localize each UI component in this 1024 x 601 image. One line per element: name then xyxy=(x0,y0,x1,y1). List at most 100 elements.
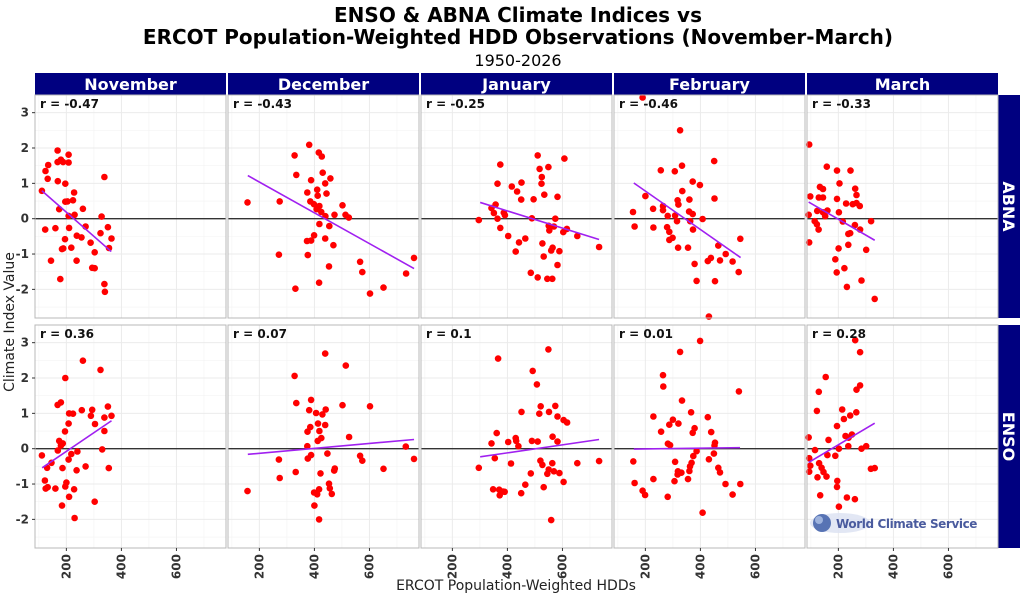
data-point xyxy=(853,191,860,199)
data-point xyxy=(815,226,822,233)
data-point xyxy=(595,243,603,251)
data-point xyxy=(54,147,61,154)
globe-highlight xyxy=(815,516,823,524)
data-point xyxy=(73,467,80,474)
data-point xyxy=(851,185,859,192)
x-tick-label: 400 xyxy=(500,554,514,579)
data-point xyxy=(666,441,674,449)
data-point xyxy=(833,167,841,174)
data-point xyxy=(729,491,736,498)
data-point xyxy=(678,397,686,404)
data-point xyxy=(61,235,69,243)
data-point xyxy=(339,202,346,209)
data-point xyxy=(856,202,864,210)
logo-text: World Climate Service xyxy=(836,517,977,531)
data-point xyxy=(292,285,299,293)
panel-background xyxy=(228,95,419,318)
data-point xyxy=(58,502,66,509)
data-point xyxy=(321,235,329,242)
data-point xyxy=(711,277,719,285)
data-point xyxy=(529,367,536,375)
data-point xyxy=(675,201,682,208)
data-point xyxy=(664,493,671,501)
data-point xyxy=(711,442,718,449)
data-point xyxy=(660,383,667,390)
data-point xyxy=(554,413,561,420)
x-tick-label: 200 xyxy=(638,554,652,579)
data-point xyxy=(835,209,843,216)
data-point xyxy=(696,337,704,345)
data-point xyxy=(512,248,519,255)
data-point xyxy=(550,468,558,475)
data-point xyxy=(410,254,418,262)
data-point xyxy=(307,237,315,244)
data-point xyxy=(62,374,69,382)
data-point xyxy=(82,463,89,470)
data-point xyxy=(807,193,814,200)
data-point xyxy=(659,371,667,379)
data-point xyxy=(707,428,715,436)
data-point xyxy=(735,268,742,276)
y-tick-label: 1 xyxy=(21,176,29,190)
data-point xyxy=(549,275,556,283)
y-tick-label: -2 xyxy=(16,512,29,526)
regression-line xyxy=(633,446,741,450)
data-point xyxy=(501,488,509,496)
data-point xyxy=(494,215,501,222)
data-point xyxy=(561,155,568,162)
data-point xyxy=(545,346,552,353)
data-point xyxy=(554,193,561,201)
data-point xyxy=(815,388,823,396)
data-point xyxy=(813,407,821,415)
data-point xyxy=(560,478,567,486)
data-point xyxy=(539,240,546,247)
data-point xyxy=(475,216,483,224)
panel-border xyxy=(420,94,613,319)
data-point xyxy=(650,224,657,231)
data-point xyxy=(814,474,821,481)
data-point xyxy=(835,245,842,252)
data-point xyxy=(735,388,743,395)
data-point xyxy=(87,412,95,420)
data-point xyxy=(330,467,338,474)
data-point xyxy=(87,239,94,246)
data-point xyxy=(679,187,686,195)
data-point xyxy=(650,475,657,483)
data-point xyxy=(501,211,509,219)
correlation-label: r = -0.25 xyxy=(426,97,485,111)
regression-line xyxy=(247,438,415,456)
x-tick-label: 200 xyxy=(831,554,845,579)
data-point xyxy=(841,264,848,272)
data-point xyxy=(845,230,852,238)
panel-abna-december: r = -0.43 xyxy=(227,94,420,319)
data-point xyxy=(696,181,704,189)
data-point xyxy=(547,516,555,524)
panel-abna-november: r = -0.47 -2 -1 0 1 2 3 xyxy=(16,94,227,319)
data-point xyxy=(547,247,555,254)
data-point xyxy=(78,406,86,414)
x-tick-label: 200 xyxy=(252,554,266,579)
data-point xyxy=(722,250,729,258)
data-point xyxy=(560,228,567,236)
data-point xyxy=(805,211,812,219)
data-point xyxy=(669,416,677,424)
data-point xyxy=(545,163,552,171)
regression-line xyxy=(808,201,876,241)
data-point xyxy=(54,177,62,185)
data-point xyxy=(687,409,695,416)
data-point xyxy=(244,199,251,206)
data-point xyxy=(101,280,108,288)
y-tick-label: -1 xyxy=(16,247,29,261)
correlation-label: r = 0.28 xyxy=(812,327,866,341)
x-tick-label: 400 xyxy=(693,554,707,579)
correlation-label: r = -0.33 xyxy=(812,97,871,111)
data-point xyxy=(327,175,334,182)
data-point xyxy=(517,489,525,497)
regression-line xyxy=(247,174,415,270)
data-point xyxy=(52,485,59,492)
data-point xyxy=(556,247,563,255)
data-point xyxy=(649,205,657,213)
data-point xyxy=(639,94,646,101)
data-point xyxy=(552,215,559,222)
data-point xyxy=(307,396,315,404)
